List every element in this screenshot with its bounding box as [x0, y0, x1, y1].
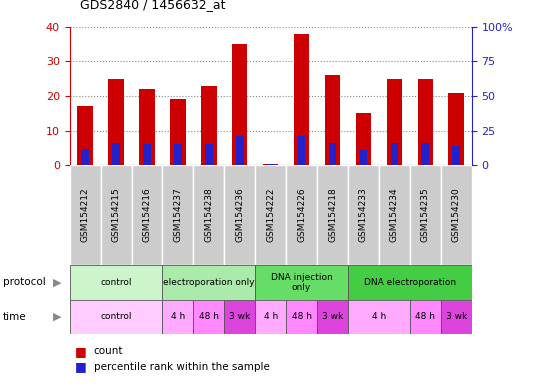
Bar [263, 164, 278, 165]
Bar [452, 146, 460, 165]
Bar [70, 300, 162, 334]
Bar [325, 75, 340, 165]
Text: 4 h: 4 h [264, 312, 278, 321]
Bar [101, 165, 131, 265]
Bar [348, 165, 379, 265]
Bar [297, 136, 306, 165]
Text: GSM154235: GSM154235 [421, 188, 430, 242]
Text: GSM154236: GSM154236 [235, 188, 244, 242]
Text: 48 h: 48 h [292, 312, 311, 321]
Bar [70, 265, 162, 300]
Bar [81, 149, 89, 165]
Bar [162, 165, 193, 265]
Bar [232, 44, 248, 165]
Bar [131, 165, 162, 265]
Text: 48 h: 48 h [415, 312, 435, 321]
Text: GSM154226: GSM154226 [297, 188, 306, 242]
Bar [441, 300, 472, 334]
Bar [224, 165, 255, 265]
Bar [286, 300, 317, 334]
Text: 3 wk: 3 wk [322, 312, 343, 321]
Text: 4 h: 4 h [171, 312, 185, 321]
Bar [348, 300, 410, 334]
Text: DNA injection
only: DNA injection only [271, 273, 332, 292]
Bar [329, 143, 337, 165]
Bar [236, 136, 244, 165]
Bar [410, 300, 441, 334]
Bar [360, 150, 367, 165]
Text: GSM154222: GSM154222 [266, 188, 275, 242]
Bar [205, 144, 213, 165]
Bar [286, 165, 317, 265]
Bar [379, 165, 410, 265]
Bar [143, 144, 151, 165]
Text: GSM154233: GSM154233 [359, 188, 368, 242]
Text: 48 h: 48 h [199, 312, 219, 321]
Text: GSM154212: GSM154212 [80, 188, 90, 242]
Bar [201, 86, 217, 165]
Bar [193, 300, 224, 334]
Text: GSM154216: GSM154216 [143, 188, 152, 242]
Bar [193, 165, 224, 265]
Text: 4 h: 4 h [372, 312, 386, 321]
Bar [441, 165, 472, 265]
Bar [317, 165, 348, 265]
Bar [139, 89, 155, 165]
Text: electroporation only: electroporation only [163, 278, 255, 287]
Text: ■: ■ [75, 345, 87, 358]
Bar [386, 79, 402, 165]
Bar [224, 300, 255, 334]
Text: control: control [100, 312, 132, 321]
Bar [267, 164, 274, 165]
Bar [162, 265, 255, 300]
Bar [410, 165, 441, 265]
Text: ■: ■ [75, 360, 87, 373]
Text: ▶: ▶ [53, 277, 61, 287]
Bar [391, 143, 398, 165]
Text: protocol: protocol [3, 277, 46, 287]
Bar [77, 106, 93, 165]
Text: GSM154218: GSM154218 [328, 188, 337, 242]
Bar [255, 300, 286, 334]
Text: time: time [3, 312, 26, 322]
Bar [108, 79, 124, 165]
Bar [449, 93, 464, 165]
Text: GSM154230: GSM154230 [452, 188, 461, 242]
Text: GSM154215: GSM154215 [111, 188, 121, 242]
Bar [356, 113, 371, 165]
Text: percentile rank within the sample: percentile rank within the sample [94, 362, 270, 372]
Bar [70, 165, 101, 265]
Text: count: count [94, 346, 123, 356]
Bar [162, 300, 193, 334]
Bar [418, 79, 433, 165]
Text: 3 wk: 3 wk [445, 312, 467, 321]
Bar [170, 99, 185, 165]
Text: GDS2840 / 1456632_at: GDS2840 / 1456632_at [80, 0, 226, 12]
Bar [255, 165, 286, 265]
Text: 3 wk: 3 wk [229, 312, 250, 321]
Text: GSM154237: GSM154237 [174, 188, 182, 242]
Bar [294, 34, 309, 165]
Text: GSM154238: GSM154238 [204, 188, 213, 242]
Bar [421, 143, 429, 165]
Bar [317, 300, 348, 334]
Bar [255, 265, 348, 300]
Bar [348, 265, 472, 300]
Bar [112, 143, 120, 165]
Text: GSM154234: GSM154234 [390, 188, 399, 242]
Text: DNA electroporation: DNA electroporation [364, 278, 456, 287]
Text: ▶: ▶ [53, 312, 61, 322]
Bar [174, 144, 182, 165]
Text: control: control [100, 278, 132, 287]
